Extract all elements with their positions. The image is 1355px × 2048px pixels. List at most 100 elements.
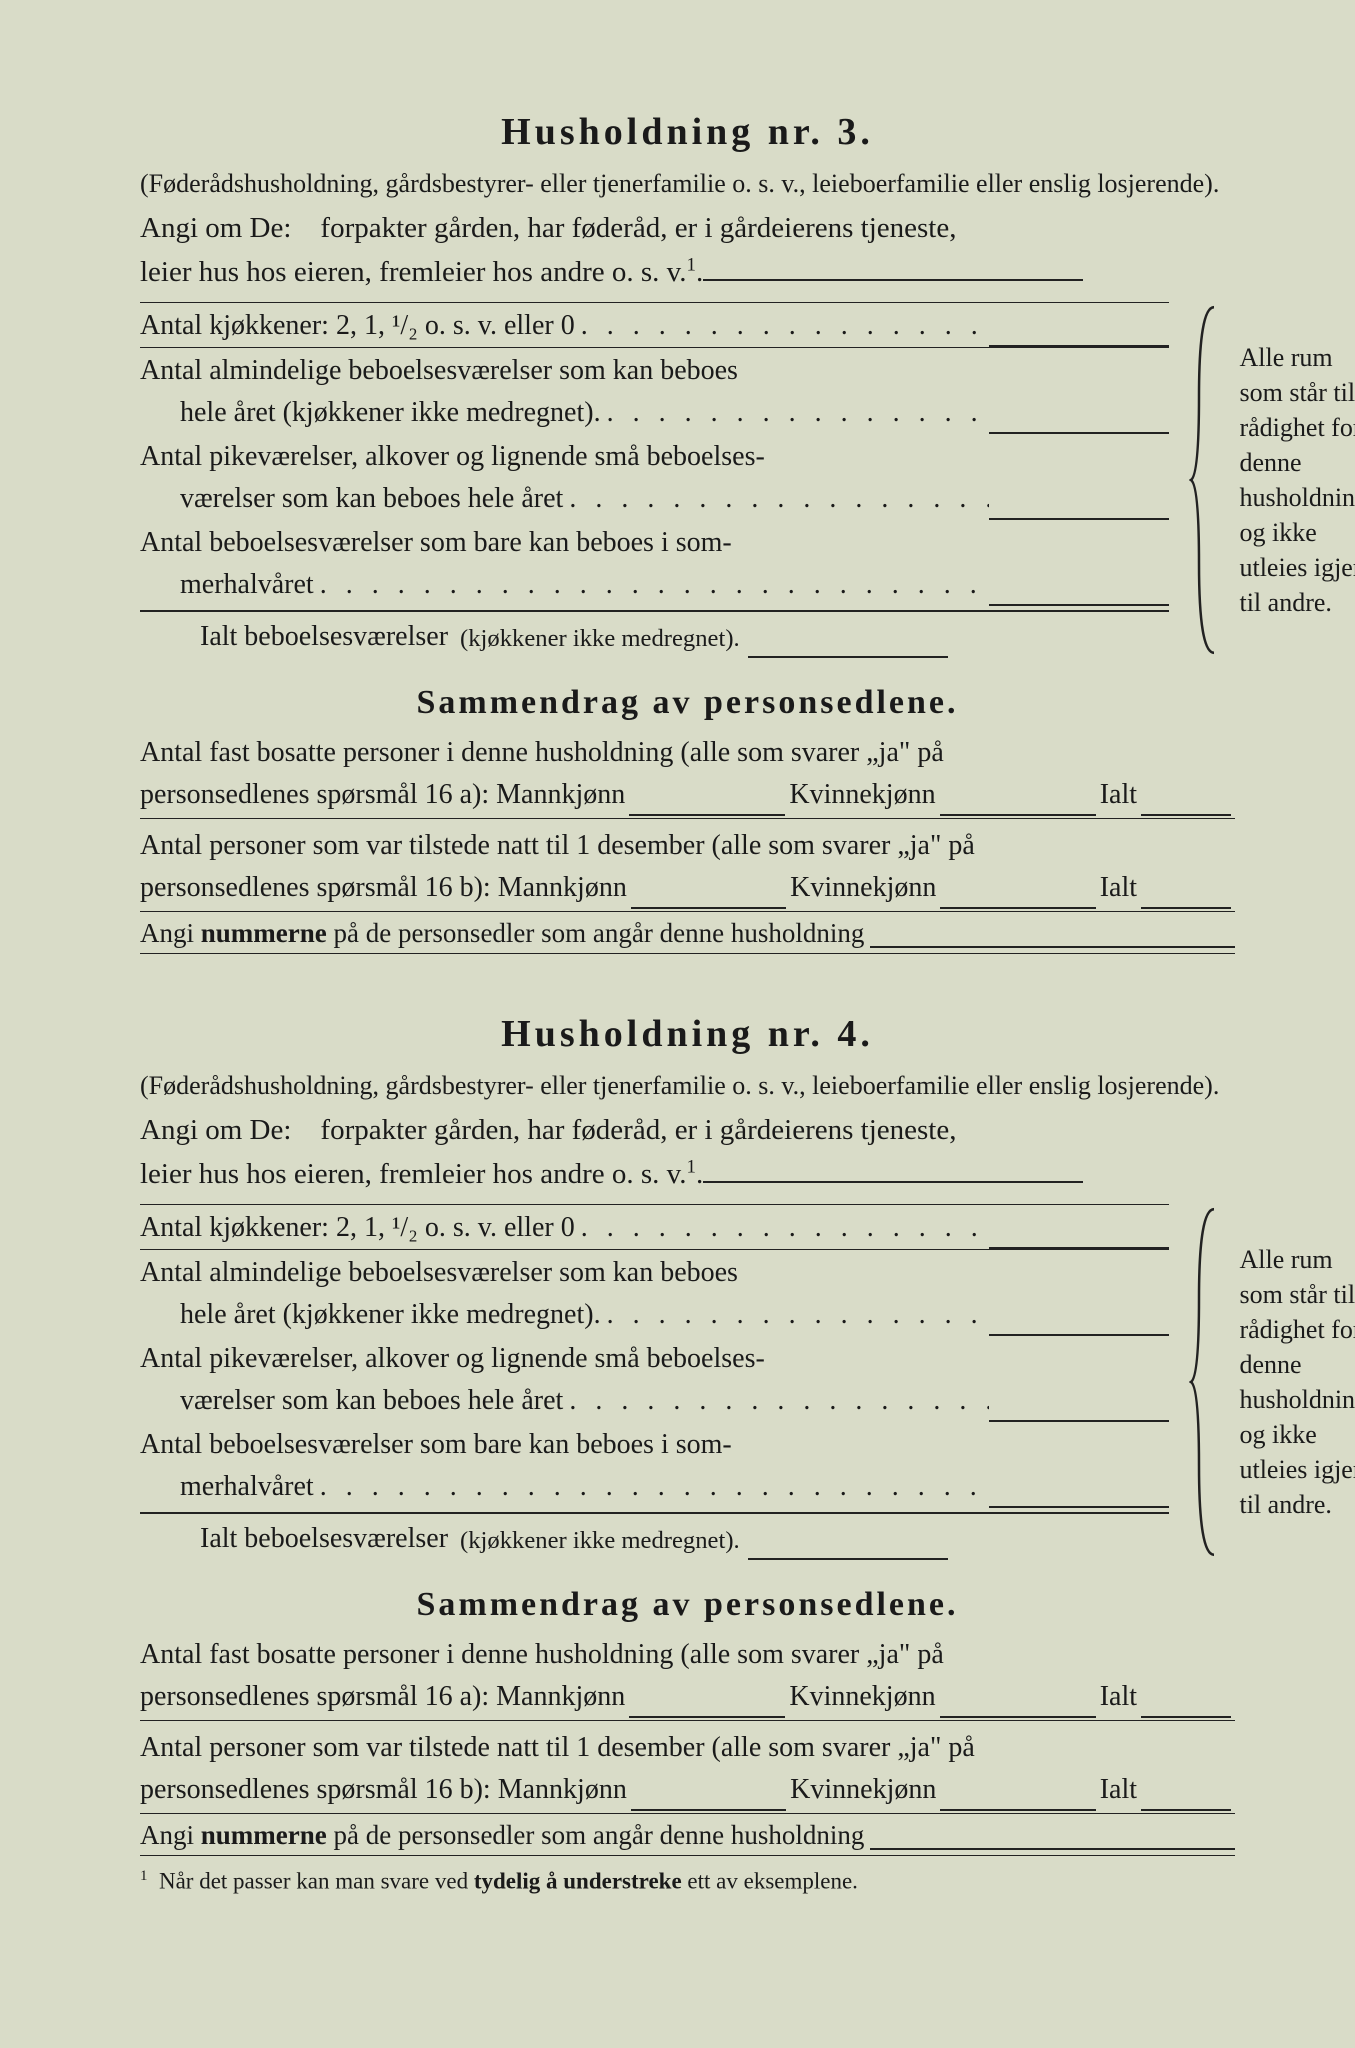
h3-16a-kvinne-fill <box>940 785 1096 816</box>
h4-prompt-b: leier hus hos eieren, fremleier hos andr… <box>140 1158 687 1190</box>
h3-numrow-fill <box>870 918 1235 948</box>
h4-rooms-block: Antal kjøkkener: 2, 1, ¹/₂ o. s. v. elle… <box>140 1204 1235 1560</box>
h3-row-kjokkener-label: Antal kjøkkener: 2, 1, ¹/₂ o. s. v. elle… <box>140 305 575 347</box>
h3-prompt: Angi om De: forpakter gården, har føderå… <box>140 207 1235 294</box>
h3-title: Husholdning nr. 3. <box>140 110 1235 154</box>
dots: . . . . . . . . . . . . . . . . . . . . … <box>601 1294 990 1336</box>
document-page: Husholdning nr. 3. (Føderådshusholdning,… <box>40 60 1315 1988</box>
h4-sum-16a-kv: Kvinnekjønn <box>789 1676 935 1718</box>
dots: . . . . . . . . . . . . . . . . . . . . … <box>563 478 989 520</box>
h4-side-note: Alle rum som står til rådighet for denne… <box>1239 1204 1355 1560</box>
h4-row-som-a: Antal beboelsesværelser som bare kan beb… <box>140 1429 732 1460</box>
h4-row-alm-fill <box>989 1308 1169 1336</box>
h3-sum-16b: personsedlenes spørsmål 16 b): Mannkjønn… <box>140 867 1235 912</box>
h3-row-total-label: Ialt beboelsesværelser <box>140 616 448 658</box>
h4-title: Husholdning nr. 4. <box>140 1012 1235 1056</box>
h4-brace <box>1189 1204 1219 1560</box>
h4-row-som-b: merhalvåret <box>180 1466 314 1508</box>
h4-sum-fast: Antal fast bosatte personer i denne hush… <box>140 1634 1235 1676</box>
footnote: 1 Når det passer kan man svare ved tydel… <box>140 1868 1235 1895</box>
h4-row-total-fill <box>748 1532 948 1560</box>
h3-row-total-paren: (kjøkkener ikke medregnet). <box>448 621 740 658</box>
h3-sum-16b-kv: Kvinnekjønn <box>790 867 936 909</box>
h4-row-total: Ialt beboelsesværelser (kjøkkener ikke m… <box>140 1512 1169 1560</box>
h3-sum-16b-lead: personsedlenes spørsmål 16 b): Mannkjønn <box>140 867 627 909</box>
h3-sum-16b-ialt: Ialt <box>1100 867 1137 909</box>
h3-16b-mann-fill <box>631 878 786 909</box>
brace-icon <box>1189 1204 1219 1560</box>
footnote-b: tydelig å understreke <box>474 1869 682 1894</box>
h4-sum-16a: personsedlenes spørsmål 16 a): Mannkjønn… <box>140 1676 1235 1721</box>
h4-prompt-a: Angi om De: forpakter gården, har føderå… <box>140 1114 957 1146</box>
h4-row-total-paren: (kjøkkener ikke medregnet). <box>448 1523 740 1560</box>
h3-prompt-b: leier hus hos eieren, fremleier hos andr… <box>140 256 687 288</box>
h3-sum-title: Sammendrag av personsedlene. <box>140 684 1235 722</box>
h3-prompt-a: Angi om De: forpakter gården, har føderå… <box>140 212 957 244</box>
h3-row-som-fill <box>989 578 1169 606</box>
h3-16b-kvinne-fill <box>940 878 1095 909</box>
h4-numrow-text: Angi nummerne på de personsedler som ang… <box>140 1820 864 1851</box>
footnote-marker: 1 <box>140 1868 147 1884</box>
h4-row-pike-b: værelser som kan beboes hele året <box>180 1380 563 1422</box>
h3-row-almindelige: Antal almindelige beboelsesværelser som … <box>140 347 1169 434</box>
h3-numrow-b: nummerne <box>201 918 327 948</box>
h3-row-pike-b: værelser som kan beboes hele året <box>180 478 563 520</box>
h4-sum-16a-lead: personsedlenes spørsmål 16 a): Mannkjønn <box>140 1676 625 1718</box>
h4-numrow: Angi nummerne på de personsedler som ang… <box>140 1820 1235 1856</box>
dots: . . . . . . . . . . . . . . . . . . . . … <box>563 1380 989 1422</box>
h4-prompt-fill <box>703 1181 1083 1183</box>
h4-row-sommer: Antal beboelsesværelser som bare kan beb… <box>140 1422 1169 1508</box>
h3-side-note: Alle rum som står til rådighet for denne… <box>1239 302 1355 658</box>
h4-numrow-a: Angi <box>140 1820 201 1850</box>
h3-row-pike: Antal pikeværelser, alkover og lignende … <box>140 434 1169 520</box>
h4-numrow-b: nummerne <box>201 1820 327 1850</box>
h3-row-sommer: Antal beboelsesværelser som bare kan beb… <box>140 520 1169 606</box>
brace-icon <box>1189 302 1219 658</box>
h4-row-almindelige: Antal almindelige beboelsesværelser som … <box>140 1249 1169 1336</box>
h3-numrow-a: Angi <box>140 918 201 948</box>
h4-16b-mann-fill <box>631 1780 786 1811</box>
h4-sum-16b-kv: Kvinnekjønn <box>790 1769 936 1811</box>
h4-row-alm-b: hele året (kjøkkener ikke medregnet). <box>180 1294 601 1336</box>
h3-row-kjokkener: Antal kjøkkener: 2, 1, ¹/₂ o. s. v. elle… <box>140 302 1169 347</box>
h4-row-total-label: Ialt beboelsesværelser <box>140 1518 448 1560</box>
h3-16a-mann-fill <box>629 785 785 816</box>
dots: . . . . . . . . . . . . . . . . . . . . … <box>314 564 990 606</box>
h3-sum-fast: Antal fast bosatte personer i denne hush… <box>140 732 1235 774</box>
h4-16b-kvinne-fill <box>940 1780 1095 1811</box>
h3-rooms-rows: Antal kjøkkener: 2, 1, ¹/₂ o. s. v. elle… <box>140 302 1169 658</box>
footnote-a: Når det passer kan man svare ved <box>159 1869 474 1894</box>
h3-prompt-fill <box>703 279 1083 281</box>
h3-prompt-sup: 1 <box>687 254 696 275</box>
h3-row-kjokkener-fill <box>989 319 1169 347</box>
h3-row-alm-b: hele året (kjøkkener ikke medregnet). <box>180 392 601 434</box>
h3-numrow: Angi nummerne på de personsedler som ang… <box>140 918 1235 954</box>
h3-sum-16a-ialt: Ialt <box>1100 774 1137 816</box>
h3-sum-16a-lead: personsedlenes spørsmål 16 a): Mannkjønn <box>140 774 625 816</box>
h4-prompt-sup: 1 <box>687 1156 696 1177</box>
h4-sum-16b-ialt: Ialt <box>1100 1769 1137 1811</box>
h4-row-pike-fill <box>989 1394 1169 1422</box>
h4-row-kjokkener-fill <box>989 1221 1169 1249</box>
h4-sum-title: Sammendrag av personsedlene. <box>140 1586 1235 1624</box>
h4-row-pike: Antal pikeværelser, alkover og lignende … <box>140 1336 1169 1422</box>
h4-16a-kvinne-fill <box>940 1687 1096 1718</box>
h4-subnote: (Føderådshusholdning, gårdsbestyrer- ell… <box>140 1068 1235 1103</box>
h4-prompt: Angi om De: forpakter gården, har føderå… <box>140 1109 1235 1196</box>
h4-row-kjokkener: Antal kjøkkener: 2, 1, ¹/₂ o. s. v. elle… <box>140 1204 1169 1249</box>
h4-numrow-c: på de personsedler som angår denne husho… <box>327 1820 865 1850</box>
h4-row-alm-a: Antal almindelige beboelsesværelser som … <box>140 1257 738 1288</box>
h3-rooms-block: Antal kjøkkener: 2, 1, ¹/₂ o. s. v. elle… <box>140 302 1235 658</box>
h3-subnote: (Føderådshusholdning, gårdsbestyrer- ell… <box>140 166 1235 201</box>
h4-16a-mann-fill <box>629 1687 785 1718</box>
h3-row-pike-fill <box>989 492 1169 520</box>
h3-numrow-text: Angi nummerne på de personsedler som ang… <box>140 918 864 949</box>
h3-row-total: Ialt beboelsesværelser (kjøkkener ikke m… <box>140 610 1169 658</box>
h3-16a-ialt-fill <box>1141 785 1231 816</box>
h3-row-som-a: Antal beboelsesværelser som bare kan beb… <box>140 527 732 558</box>
h3-16b-ialt-fill <box>1141 878 1231 909</box>
h4-16b-ialt-fill <box>1141 1780 1231 1811</box>
h4-row-pike-a: Antal pikeværelser, alkover og lignende … <box>140 1343 765 1374</box>
h4-sum-16a-ialt: Ialt <box>1100 1676 1137 1718</box>
h4-sum-tilstede: Antal personer som var tilstede natt til… <box>140 1727 1235 1769</box>
